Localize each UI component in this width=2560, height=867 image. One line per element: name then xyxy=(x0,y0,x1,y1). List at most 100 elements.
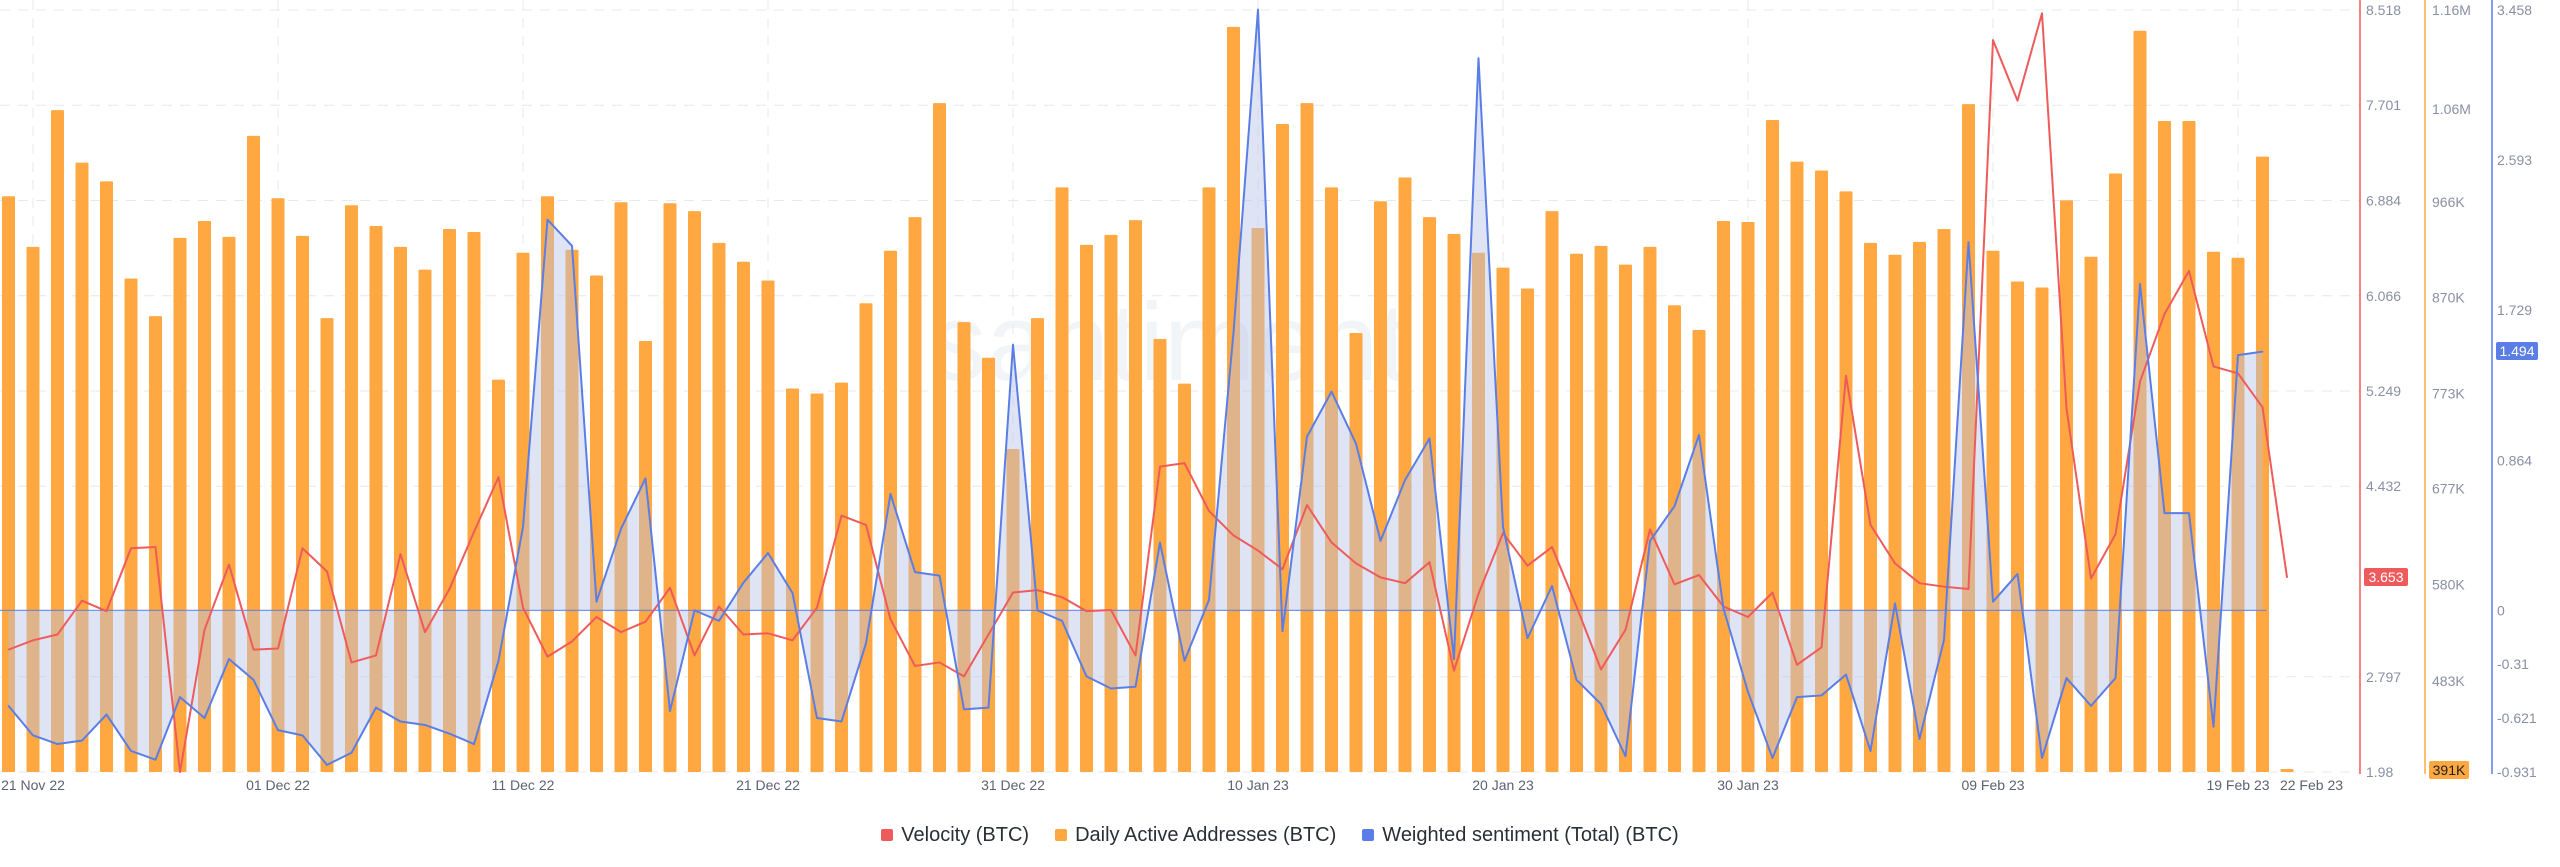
point-velocity xyxy=(1183,462,1186,464)
bar xyxy=(1839,191,1853,772)
point-weighted-sentiment xyxy=(1796,696,1798,698)
point-velocity xyxy=(1869,524,1872,526)
tick-label-daa: 773K xyxy=(2432,385,2465,401)
point-weighted-sentiment xyxy=(791,592,794,594)
point-velocity xyxy=(865,524,867,526)
bar xyxy=(2256,156,2269,772)
bar xyxy=(320,318,334,772)
point-weighted-sentiment xyxy=(1330,390,1333,393)
value-badges: 3.653 391K 1.494 xyxy=(2364,341,2538,779)
bar xyxy=(2182,120,2196,773)
tick-label-sentiment: 3.458 xyxy=(2497,2,2532,18)
point-weighted-sentiment xyxy=(2041,757,2043,759)
point-velocity xyxy=(522,606,524,609)
bar xyxy=(786,388,799,772)
point-weighted-sentiment xyxy=(7,705,10,707)
tick-label-daa: 1.16M xyxy=(2432,2,2471,18)
point-velocity xyxy=(1894,562,1896,565)
point-weighted-sentiment xyxy=(2237,354,2239,356)
legend-label-daily-active-addresses: Daily Active Addresses (BTC) xyxy=(1075,823,1337,846)
point-weighted-sentiment xyxy=(179,696,181,698)
point-velocity xyxy=(963,675,965,678)
point-velocity xyxy=(2090,577,2092,580)
badge-sentiment: 1.494 xyxy=(2496,341,2538,360)
point-velocity xyxy=(1428,561,1431,564)
point-weighted-sentiment xyxy=(2090,705,2092,707)
bar xyxy=(1447,233,1461,773)
tick-label-daa: 1.06M xyxy=(2432,101,2471,117)
bar xyxy=(1349,333,1363,772)
legend-item-daily-active-addresses[interactable]: Daily Active Addresses (BTC) xyxy=(1055,824,1336,847)
point-weighted-sentiment xyxy=(1306,435,1308,438)
bar xyxy=(516,252,530,772)
bar xyxy=(1202,187,1216,772)
bar xyxy=(443,228,456,773)
point-velocity xyxy=(2065,407,2068,410)
tick-label-daa: 966K xyxy=(2432,194,2465,210)
point-weighted-sentiment xyxy=(1526,637,1529,639)
point-weighted-sentiment xyxy=(1502,526,1504,528)
bar xyxy=(1104,234,1118,772)
line-velocity xyxy=(8,12,2288,773)
point-velocity xyxy=(1796,663,1798,666)
point-velocity xyxy=(2114,533,2117,536)
bar xyxy=(908,217,922,772)
point-velocity xyxy=(473,531,475,533)
point-velocity xyxy=(1649,528,1651,531)
x-tick-label: 19 Feb 23 xyxy=(2206,777,2269,793)
point-velocity xyxy=(2016,99,2019,102)
point-weighted-sentiment xyxy=(497,659,500,662)
point-weighted-sentiment xyxy=(840,720,843,723)
x-tick-label: 20 Jan 23 xyxy=(1472,777,1534,793)
legend-item-velocity[interactable]: Velocity (BTC) xyxy=(881,824,1029,847)
legend-label-velocity: Velocity (BTC) xyxy=(901,823,1030,846)
point-velocity xyxy=(644,620,647,623)
point-weighted-sentiment xyxy=(326,764,328,766)
tick-label-velocity: 6.066 xyxy=(2366,288,2401,304)
bar xyxy=(1717,221,1730,773)
bar xyxy=(124,278,138,772)
x-tick-label: 22 Feb 23 xyxy=(2280,777,2343,793)
legend-item-weighted-sentiment[interactable]: Weighted sentiment (Total) (BTC) xyxy=(1362,824,1679,847)
tick-label-velocity: 7.701 xyxy=(2366,97,2401,113)
point-weighted-sentiment xyxy=(1208,599,1210,601)
bar xyxy=(1570,253,1583,772)
tick-label-sentiment: -0.621 xyxy=(2497,710,2537,726)
point-weighted-sentiment xyxy=(1894,602,1896,605)
bar xyxy=(1251,227,1265,772)
point-weighted-sentiment xyxy=(1600,703,1602,705)
bar xyxy=(565,249,579,773)
point-velocity xyxy=(7,648,10,651)
bar xyxy=(1766,119,1779,772)
point-velocity xyxy=(228,563,230,566)
bar xyxy=(1643,246,1657,772)
tick-label-velocity: 6.884 xyxy=(2366,192,2401,208)
point-velocity xyxy=(1306,504,1308,506)
x-tick-label: 21 Dec 22 xyxy=(736,777,800,793)
badge-daa-min-box xyxy=(2429,761,2469,779)
point-weighted-sentiment xyxy=(1575,679,1578,681)
point-weighted-sentiment xyxy=(130,750,132,752)
point-weighted-sentiment xyxy=(2163,512,2166,514)
bar xyxy=(271,198,285,772)
tick-label-velocity: 2.797 xyxy=(2366,669,2401,685)
bar xyxy=(1521,288,1534,772)
point-weighted-sentiment xyxy=(1159,541,1161,544)
point-velocity xyxy=(987,633,990,636)
bar xyxy=(1986,250,2000,773)
badge-velocity-text: 3.653 xyxy=(2368,569,2403,585)
bar xyxy=(2084,256,2098,773)
point-velocity xyxy=(669,587,671,589)
bar xyxy=(712,242,726,773)
point-weighted-sentiment xyxy=(32,734,34,737)
bar xyxy=(737,261,750,772)
legend-swatch-weighted-sentiment xyxy=(1362,829,1375,841)
point-velocity xyxy=(889,618,892,621)
point-weighted-sentiment xyxy=(938,574,941,577)
bar xyxy=(2158,120,2171,773)
point-velocity xyxy=(1771,591,1774,594)
bar xyxy=(198,221,211,773)
bar xyxy=(810,393,824,772)
point-weighted-sentiment xyxy=(767,552,769,554)
